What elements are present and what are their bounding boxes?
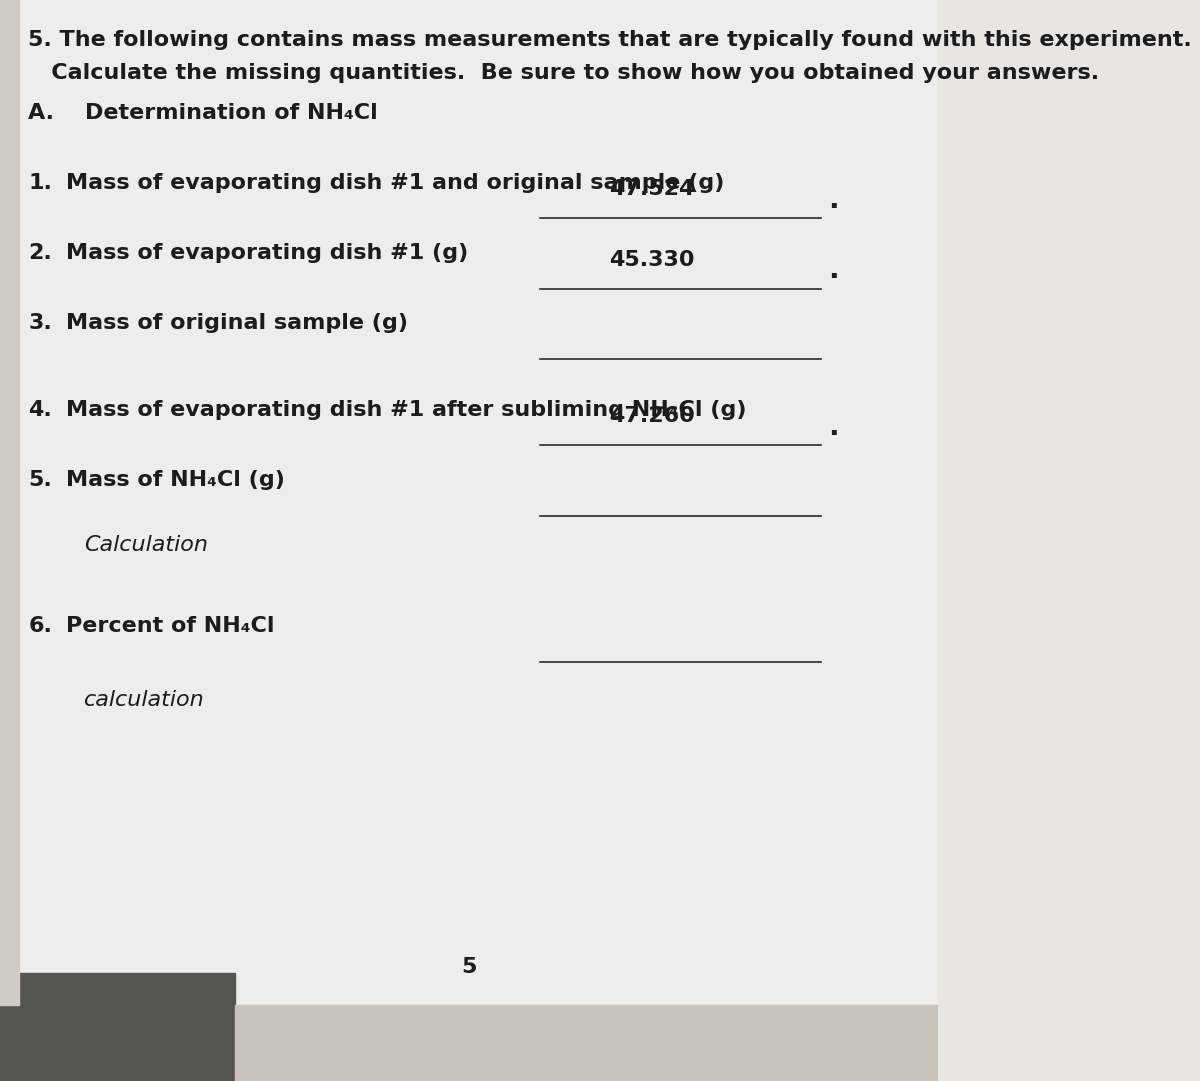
Text: Mass of evaporating dish #1 after subliming NH₄Cl (g): Mass of evaporating dish #1 after sublim… — [66, 400, 746, 421]
Text: 5. The following contains mass measurements that are typically found with this e: 5. The following contains mass measureme… — [28, 30, 1192, 51]
Bar — [0, 973, 234, 1081]
Text: 47.260: 47.260 — [610, 406, 695, 427]
Bar — [234, 1005, 938, 1081]
Text: Mass of evaporating dish #1 and original sample (g): Mass of evaporating dish #1 and original… — [66, 173, 724, 193]
Text: .: . — [828, 256, 839, 284]
Bar — [0, 0, 19, 1005]
Text: Calculation: Calculation — [84, 535, 209, 556]
Text: Percent of NH₄Cl: Percent of NH₄Cl — [66, 616, 274, 637]
Text: 3.: 3. — [28, 313, 52, 334]
Text: calculation: calculation — [84, 690, 205, 710]
Text: 2.: 2. — [28, 243, 52, 264]
Text: 47.524: 47.524 — [610, 179, 695, 200]
Text: 5.: 5. — [28, 470, 52, 491]
Text: A.    Determination of NH₄Cl: A. Determination of NH₄Cl — [28, 103, 378, 123]
Text: Mass of NH₄Cl (g): Mass of NH₄Cl (g) — [66, 470, 284, 491]
Text: 6.: 6. — [28, 616, 52, 637]
Text: Calculate the missing quantities.  Be sure to show how you obtained your answers: Calculate the missing quantities. Be sur… — [28, 63, 1099, 83]
Text: .: . — [828, 186, 839, 214]
Text: 5: 5 — [462, 957, 476, 977]
Text: .: . — [828, 413, 839, 441]
Text: 4.: 4. — [28, 400, 52, 421]
Text: Mass of evaporating dish #1 (g): Mass of evaporating dish #1 (g) — [66, 243, 468, 264]
Text: 45.330: 45.330 — [610, 250, 695, 270]
Text: Mass of original sample (g): Mass of original sample (g) — [66, 313, 408, 334]
Text: 1.: 1. — [28, 173, 52, 193]
